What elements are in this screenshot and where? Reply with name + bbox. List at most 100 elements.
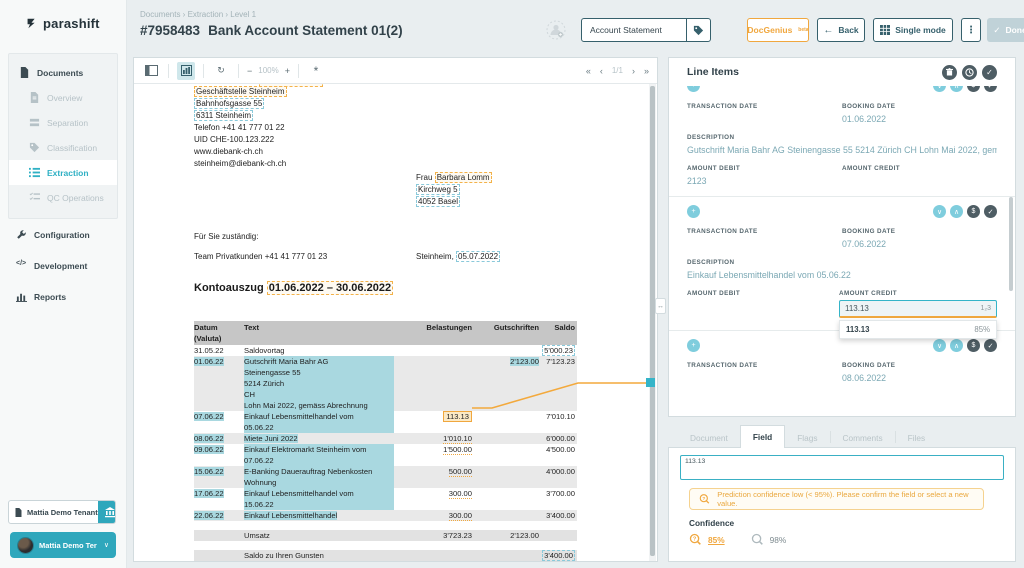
recipient-city-token[interactable]: 4052 Basel — [416, 196, 461, 207]
date-token[interactable]: 09.06.22 — [194, 445, 224, 454]
description-value[interactable]: Gutschrift Maria Bahr AG Steinengasse 55… — [687, 145, 997, 155]
sidebar-item-qc-operations[interactable]: QC Operations — [9, 185, 117, 210]
prediction-confidence-value[interactable]: 85% — [708, 534, 725, 545]
currency-icon[interactable]: $ — [967, 339, 980, 352]
amount-token[interactable]: 300.00 — [448, 489, 472, 499]
text-token[interactable]: Einkauf Lebensmittelhandel vom 05.06.22 — [244, 411, 394, 433]
prev-page-button[interactable]: ‹ — [599, 65, 603, 76]
add-row-icon[interactable]: + — [687, 339, 700, 352]
add-row-icon[interactable]: + — [687, 205, 700, 218]
booking-date-value[interactable]: 08.06.2022 — [842, 373, 887, 383]
text-token[interactable]: Einkauf Elektromarkt Steinheim vom 07.06.… — [244, 444, 394, 466]
delete-all-button[interactable] — [942, 64, 957, 80]
breadcrumb[interactable]: Documents › Extraction › Level 1 — [140, 10, 257, 19]
credit-token[interactable]: 2'123.00 — [510, 357, 539, 366]
confirm-row-icon[interactable]: ✓ — [984, 86, 997, 92]
rotate-button[interactable]: ↻ — [212, 62, 230, 80]
done-button[interactable]: ✓ Done — [987, 18, 1024, 42]
highlights-toggle-button[interactable] — [177, 61, 195, 80]
confirm-all-button[interactable]: ✓ — [982, 64, 997, 80]
viewer-scrollbar-thumb[interactable] — [650, 86, 655, 556]
annotations-button[interactable]: * — [307, 62, 325, 80]
sidebar-item-configuration[interactable]: Configuration — [0, 219, 126, 250]
docgenius-button[interactable]: DocGenius beta — [747, 18, 809, 42]
tab-flags[interactable]: Flags — [797, 433, 818, 443]
selected-amount-token[interactable]: 113.13 — [443, 411, 472, 422]
sidebar-item-extraction[interactable]: Extraction — [9, 160, 117, 185]
date-token[interactable]: 07.06.22 — [194, 412, 224, 421]
text-token[interactable]: E-Banking Dauerauftrag Nebenkosten Wohnun… — [244, 466, 394, 488]
currency-icon[interactable]: $ — [967, 86, 980, 92]
next-page-button[interactable]: › — [631, 65, 635, 76]
add-row-icon[interactable]: + — [687, 86, 700, 92]
zoom-out-button[interactable]: − — [247, 65, 253, 76]
sender-city-token[interactable]: 6311 Steinheim — [194, 110, 253, 121]
transaction-date-value[interactable] — [687, 239, 842, 249]
date-token[interactable]: 22.06.22 — [194, 511, 224, 520]
tab-document[interactable]: Document — [690, 433, 728, 443]
date-token[interactable]: 15.06.22 — [194, 467, 224, 476]
sidebar-item-classification[interactable]: Classification — [9, 135, 117, 160]
sidebar-item-overview[interactable]: Overview — [9, 85, 117, 110]
tenant-switch-button[interactable] — [97, 501, 115, 523]
prediction-suggestion[interactable]: 113.13 85% — [839, 320, 997, 339]
zoom-in-button[interactable]: + — [284, 65, 290, 76]
panel-resize-handle[interactable]: ↔ — [655, 298, 666, 314]
text-token[interactable]: Einkauf Lebensmittelhandel — [244, 511, 338, 520]
amount-token[interactable]: 1'500.00 — [443, 445, 472, 455]
tab-files[interactable]: Files — [907, 433, 926, 443]
sidebar-item-development[interactable]: </> Development — [16, 260, 88, 271]
tag-button[interactable] — [686, 19, 710, 41]
first-page-button[interactable]: « — [585, 65, 591, 76]
statement-date-token[interactable]: 05.07.2022 — [456, 251, 501, 262]
move-up-icon[interactable]: ∧ — [950, 339, 963, 352]
history-button[interactable] — [962, 64, 977, 80]
saldo-token[interactable]: 5'000.23 — [542, 345, 575, 356]
transaction-date-value[interactable] — [687, 114, 842, 124]
final-saldo-token[interactable]: 3'400.00 — [542, 550, 575, 561]
single-mode-button[interactable]: Single mode — [873, 18, 953, 42]
statement-period-token[interactable]: 01.06.2022 – 30.06.2022 — [266, 281, 394, 295]
amount-credit-value[interactable] — [842, 176, 997, 186]
move-down-icon[interactable]: ∨ — [933, 339, 946, 352]
user-menu-button[interactable]: Mattia Demo Ter ∨ — [10, 532, 116, 558]
viewer-scrollbar[interactable] — [649, 84, 656, 561]
move-up-icon[interactable]: ∧ — [950, 86, 963, 92]
tab-field[interactable]: Field — [739, 425, 786, 448]
tab-comments[interactable]: Comments — [842, 433, 883, 443]
amount-token[interactable]: 500.00 — [448, 467, 472, 477]
assign-user-icon[interactable] — [546, 20, 566, 40]
amount-token[interactable]: 1'010.10 — [443, 434, 472, 444]
text-token[interactable]: Gutschrift Maria Bahr AG Steinengasse 55 5… — [244, 356, 394, 411]
move-down-icon[interactable]: ∨ — [933, 205, 946, 218]
text-token[interactable]: Einkauf Lebensmittelhandel vom 15.06.22 — [244, 488, 394, 510]
line-items-scrollbar-thumb[interactable] — [1009, 197, 1013, 291]
date-token[interactable]: 08.06.22 — [194, 434, 224, 443]
date-token[interactable]: 01.06.22 — [194, 357, 224, 366]
thumbnails-toggle-button[interactable] — [142, 62, 160, 80]
sender-street-token[interactable]: Bahnhofsgasse 55 — [194, 98, 265, 109]
confirm-row-icon[interactable]: ✓ — [984, 205, 997, 218]
text-token[interactable]: Miete Juni 2022 — [244, 434, 298, 443]
sender-name-token[interactable]: Geschäftstelle Steinheim — [194, 86, 287, 97]
back-button[interactable]: ← Back — [817, 18, 865, 42]
description-value[interactable]: Einkauf Lebensmittelhandel vom 05.06.22 — [687, 270, 851, 280]
currency-icon[interactable]: $ — [967, 205, 980, 218]
sidebar-item-documents[interactable]: Documents — [9, 60, 117, 85]
sidebar-item-separation[interactable]: Separation — [9, 110, 117, 135]
move-up-icon[interactable]: ∧ — [950, 205, 963, 218]
more-options-button[interactable]: ⋮ — [961, 18, 981, 42]
clipped-token-highlight[interactable] — [259, 84, 323, 87]
booking-date-value[interactable]: 07.06.2022 — [842, 239, 887, 249]
booking-date-value[interactable]: 01.06.2022 — [842, 114, 887, 124]
amount-debit-value[interactable]: 2123 — [687, 176, 707, 186]
document-type-select[interactable]: Account Statement — [581, 18, 711, 42]
tenant-selector[interactable]: Mattia Demo Tenant — [8, 500, 116, 524]
amount-debit-value[interactable] — [687, 301, 839, 311]
amount-token[interactable]: 300.00 — [448, 511, 472, 521]
recipient-street-token[interactable]: Kirchweg 5 — [416, 184, 460, 195]
recipient-name-token[interactable]: Barbara Lomm — [434, 172, 492, 183]
field-value-input[interactable]: 113.13 — [680, 455, 1004, 480]
sidebar-item-reports[interactable]: Reports — [0, 281, 126, 312]
move-down-icon[interactable]: ∨ — [933, 86, 946, 92]
